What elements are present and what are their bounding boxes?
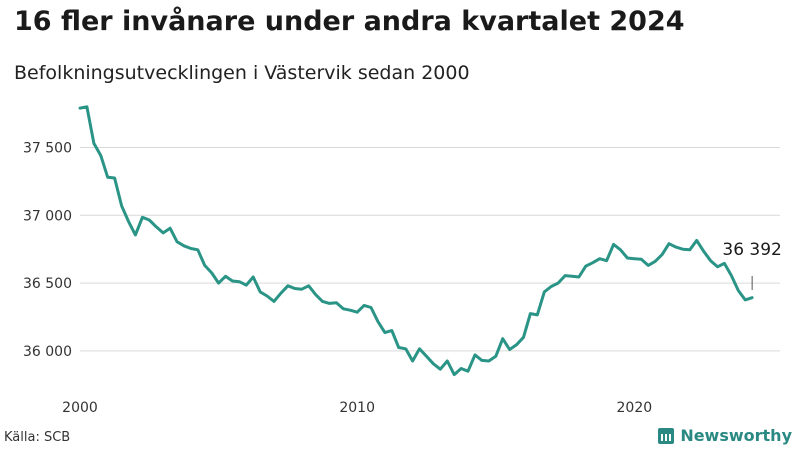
newsworthy-logo-icon xyxy=(658,427,675,444)
x-tick-label: 2020 xyxy=(617,400,653,416)
annotation-label: 36 392 xyxy=(722,240,781,260)
source-note: Källa: SCB xyxy=(4,430,71,445)
series-line xyxy=(78,105,754,377)
x-axis: 2000 2010 2020 xyxy=(62,400,652,416)
x-tick-label: 2000 xyxy=(62,400,98,416)
series-line-layer xyxy=(78,105,754,377)
y-tick-label: 36 000 xyxy=(23,344,72,360)
annotation-layer: 36 392 xyxy=(722,240,782,290)
brand-name: Newsworthy xyxy=(680,426,792,445)
grid-lines: 36 000 36 500 37 000 37 500 xyxy=(23,140,780,360)
brand-logo-link[interactable]: Newsworthy xyxy=(658,426,792,445)
chart-subtitle: Befolkningsutvecklingen i Västervik seda… xyxy=(14,62,470,84)
y-tick-label: 37 000 xyxy=(23,208,72,224)
y-tick-label: 37 500 xyxy=(23,140,72,156)
chart-title: 16 fler invånare under andra kvartalet 2… xyxy=(14,6,685,37)
x-tick-label: 2010 xyxy=(339,400,375,416)
y-tick-label: 36 500 xyxy=(23,276,72,292)
